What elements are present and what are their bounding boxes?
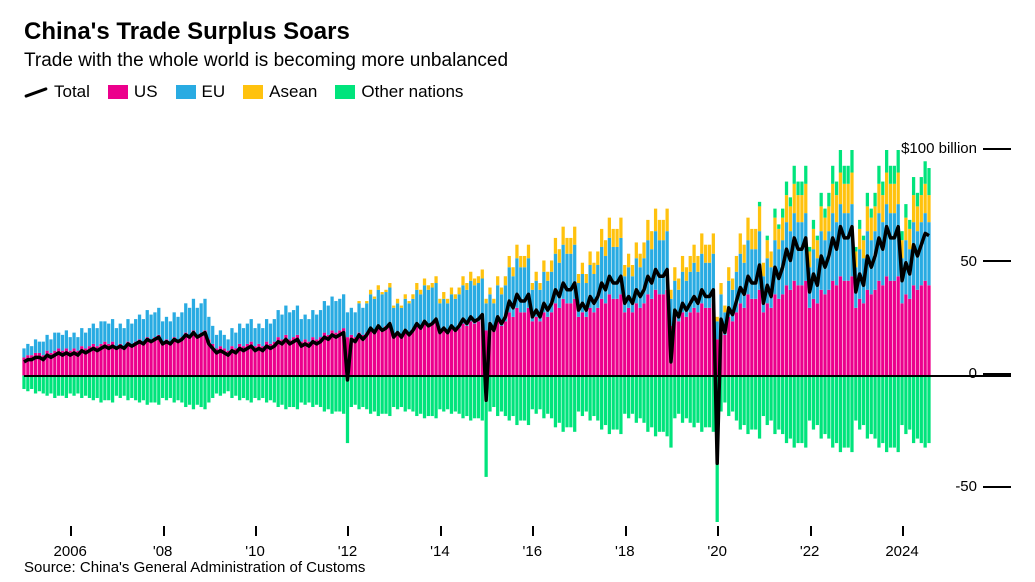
y-tick-label: 50 bbox=[960, 253, 977, 270]
legend-label: US bbox=[134, 82, 158, 102]
chart-subtitle: Trade with the whole world is becoming m… bbox=[24, 50, 1011, 72]
x-tick-mark bbox=[625, 526, 627, 536]
y-tick: $100 billion bbox=[901, 140, 1011, 157]
source-text: Source: China's General Administration o… bbox=[24, 559, 365, 576]
legend-swatch bbox=[176, 85, 196, 99]
y-tick-mark bbox=[983, 486, 1011, 488]
x-tick-label: '16 bbox=[523, 543, 543, 560]
x-tick-label: 2024 bbox=[885, 543, 918, 560]
y-tick-label: -50 bbox=[955, 478, 977, 495]
x-tick-mark bbox=[810, 526, 812, 536]
x-tick-label: '14 bbox=[430, 543, 450, 560]
y-tick-mark bbox=[983, 260, 1011, 262]
legend: Total US EU Asean Other nations bbox=[24, 82, 1011, 102]
x-tick-label: '20 bbox=[707, 543, 727, 560]
x-tick-mark bbox=[255, 526, 257, 536]
x-tick-label: '08 bbox=[153, 543, 173, 560]
x-tick-label: '12 bbox=[338, 543, 358, 560]
y-tick-label: $100 billion bbox=[901, 140, 977, 157]
chart-container: China's Trade Surplus Soars Trade with t… bbox=[0, 0, 1035, 582]
x-tick-mark bbox=[347, 526, 349, 536]
x-tick-label: '10 bbox=[245, 543, 265, 560]
x-tick-label: '18 bbox=[615, 543, 635, 560]
legend-item: US bbox=[108, 82, 158, 102]
y-tick-label: 0 bbox=[969, 365, 977, 382]
y-tick-mark bbox=[983, 148, 1011, 150]
y-tick-mark bbox=[983, 373, 1011, 375]
x-tick-mark bbox=[532, 526, 534, 536]
zero-baseline bbox=[24, 375, 1011, 377]
x-tick-mark bbox=[902, 526, 904, 536]
legend-label: Total bbox=[54, 82, 90, 102]
legend-item: Total bbox=[24, 82, 90, 102]
legend-swatch bbox=[243, 85, 263, 99]
legend-item: Asean bbox=[243, 82, 317, 102]
legend-swatch bbox=[108, 85, 128, 99]
chart-title: China's Trade Surplus Soars bbox=[24, 18, 1011, 46]
legend-swatch bbox=[24, 86, 48, 97]
legend-label: EU bbox=[202, 82, 226, 102]
legend-label: Asean bbox=[269, 82, 317, 102]
legend-label: Other nations bbox=[361, 82, 463, 102]
y-tick: -50 bbox=[955, 478, 1011, 495]
x-tick-mark bbox=[163, 526, 165, 536]
x-tick-label: '22 bbox=[800, 543, 820, 560]
legend-item: Other nations bbox=[335, 82, 463, 102]
legend-swatch bbox=[335, 85, 355, 99]
x-tick-mark bbox=[717, 526, 719, 536]
y-tick: 50 bbox=[960, 253, 1011, 270]
chart-svg bbox=[24, 150, 929, 522]
x-tick-mark bbox=[440, 526, 442, 536]
legend-item: EU bbox=[176, 82, 226, 102]
x-tick-label: 2006 bbox=[54, 543, 87, 560]
y-tick: 0 bbox=[969, 365, 1011, 382]
x-tick-mark bbox=[70, 526, 72, 536]
